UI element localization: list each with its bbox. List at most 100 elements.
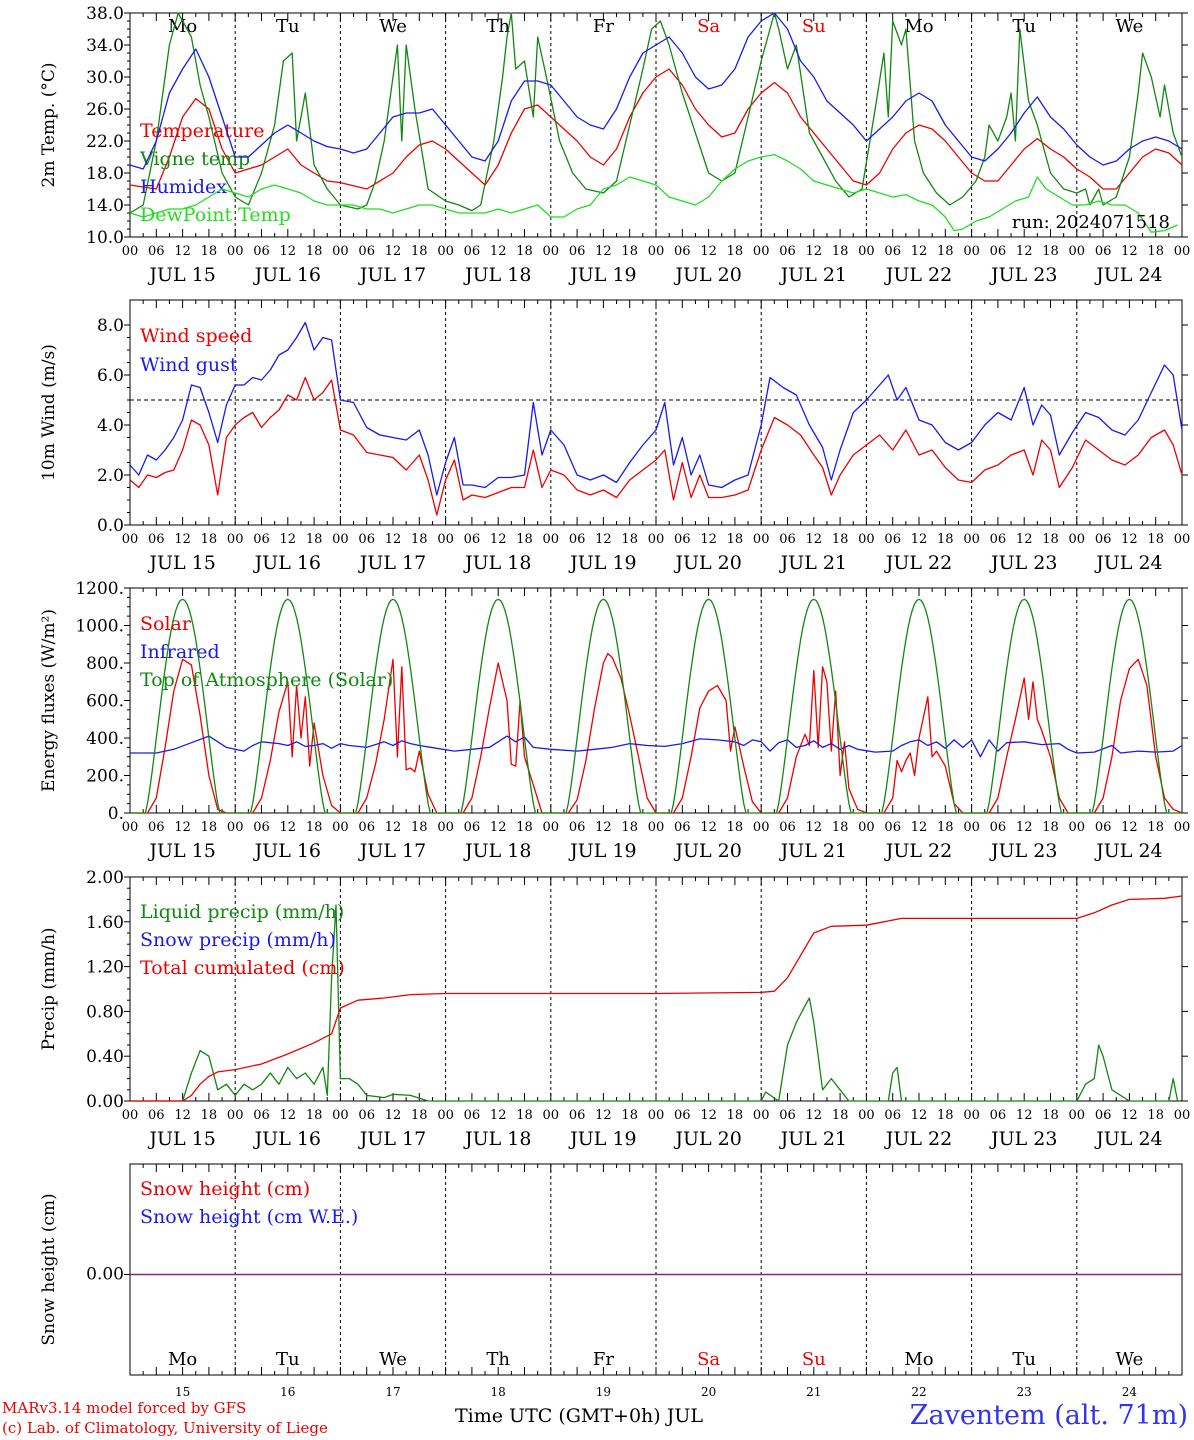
- x-hour-label: 12: [806, 1108, 823, 1123]
- x-date-label: JUL 16: [253, 552, 321, 574]
- x-hour-label: 12: [806, 244, 823, 259]
- x-hour-label: 00: [122, 532, 139, 547]
- x-hour-label: 00: [543, 532, 560, 547]
- legend-entry: DewPoint Temp: [140, 204, 291, 226]
- y-tick-label: 800.: [86, 654, 124, 674]
- x-hour-label: 06: [148, 244, 165, 259]
- x-date-label: JUL 19: [568, 552, 636, 574]
- x-date-label: JUL 23: [989, 1128, 1057, 1150]
- x-date-label: JUL 21: [779, 552, 847, 574]
- x-hour-label: 00: [858, 1108, 875, 1123]
- weekday-label: Sa: [697, 1349, 720, 1370]
- panel-4: 0.00 0.40 0.80 1.20 1.60 2.00 Precip (mm/h) 00 0…: [39, 868, 1190, 1150]
- x-date-label: JUL 15: [147, 840, 215, 862]
- y-tick-label: 1.60: [86, 913, 124, 933]
- x-hour-label: 18: [516, 820, 533, 835]
- x-hour-label: 06: [779, 1108, 796, 1123]
- x-hour-label: 06: [253, 1108, 270, 1123]
- panel-2: 0.0 2.0 4.0 6.0 8.0 10m Wind (m/s) 00 06 12 18 JUL…: [39, 299, 1191, 574]
- x-date-label: JUL 17: [358, 264, 426, 286]
- day-number-label: 21: [806, 1385, 821, 1399]
- x-hour-label: 00: [648, 532, 665, 547]
- legend-entry: Snow height (cm W.E.): [140, 1206, 358, 1228]
- x-hour-label: 00: [332, 1108, 349, 1123]
- weekday-label: We: [1116, 1349, 1144, 1370]
- panel-1: 10.0 14.0 18.0 22.0 26.0 30.0 34.0 38.0 2m Temp.…: [39, 4, 1190, 286]
- x-hour-label: 00: [332, 820, 349, 835]
- x-hour-label: 00: [227, 1108, 244, 1123]
- x-hour-label: 12: [174, 1108, 191, 1123]
- day-number-label: 15: [175, 1385, 190, 1399]
- x-hour-label: 00: [1069, 244, 1086, 259]
- x-hour-label: 00: [1174, 1108, 1191, 1123]
- x-hour-label: 06: [779, 820, 796, 835]
- x-hour-label: 00: [753, 1108, 770, 1123]
- day-number-label: 19: [596, 1385, 611, 1399]
- weekday-label: Mo: [168, 1349, 197, 1370]
- x-hour-label: 18: [621, 532, 638, 547]
- x-date-label: JUL 21: [779, 840, 847, 862]
- series-line-wind-speed: [129, 376, 1183, 516]
- x-hour-label: 06: [674, 820, 691, 835]
- x-hour-label: 06: [358, 1108, 375, 1123]
- x-hour-label: 00: [227, 532, 244, 547]
- x-hour-label: 00: [963, 532, 980, 547]
- x-hour-label: 18: [832, 820, 849, 835]
- day-number-label: 18: [491, 1385, 506, 1399]
- x-hour-label: 12: [911, 1108, 928, 1123]
- weekday-label: Mo: [904, 1349, 933, 1370]
- x-date-label: JUL 23: [989, 552, 1057, 574]
- x-hour-label: 18: [516, 1108, 533, 1123]
- y-tick-label: 6.0: [97, 366, 124, 386]
- x-hour-label: 18: [1042, 532, 1059, 547]
- x-hour-label: 06: [674, 1108, 691, 1123]
- y-tick-label: 30.0: [86, 68, 124, 88]
- x-hour-label: 00: [648, 820, 665, 835]
- x-hour-label: 12: [1121, 532, 1138, 547]
- x-hour-label: 00: [753, 532, 770, 547]
- series-line-dewpoint-temp: [129, 153, 1178, 233]
- x-hour-label: 12: [595, 820, 612, 835]
- x-hour-label: 00: [1069, 820, 1086, 835]
- x-date-label: JUL 20: [673, 1128, 741, 1150]
- x-hour-label: 18: [306, 820, 323, 835]
- y-tick-label: 1.20: [86, 958, 124, 978]
- x-hour-label: 00: [1174, 532, 1191, 547]
- x-hour-label: 18: [516, 532, 533, 547]
- legend-entry: Temperature: [140, 120, 264, 142]
- x-hour-label: 12: [280, 532, 297, 547]
- y-tick-label: 200.: [86, 767, 124, 787]
- x-hour-label: 12: [1121, 1108, 1138, 1123]
- x-date-label: JUL 22: [884, 552, 952, 574]
- panel-5: 0.00 Snow height (cm) Mo 15 Tu 16 We 17 Th 18 Fr 19…: [39, 1163, 1183, 1399]
- x-hour-label: 18: [937, 244, 954, 259]
- x-date-label: JUL 21: [779, 264, 847, 286]
- x-hour-label: 12: [490, 1108, 507, 1123]
- x-date-label: JUL 16: [253, 840, 321, 862]
- weekday-label: Tu: [1012, 1349, 1036, 1370]
- x-hour-label: 06: [358, 532, 375, 547]
- y-tick-label: 10.0: [86, 228, 124, 248]
- x-hour-label: 12: [385, 244, 402, 259]
- x-hour-label: 06: [1095, 244, 1112, 259]
- weekday-label: Sa: [697, 16, 720, 37]
- x-hour-label: 18: [306, 532, 323, 547]
- x-hour-label: 00: [963, 1108, 980, 1123]
- x-hour-label: 12: [490, 820, 507, 835]
- model-credit-line2: (c) Lab. of Climatology, University of L…: [2, 1419, 328, 1437]
- x-hour-label: 00: [122, 1108, 139, 1123]
- x-hour-label: 00: [437, 820, 454, 835]
- x-hour-label: 06: [464, 244, 481, 259]
- weekday-label: We: [379, 16, 407, 37]
- x-hour-label: 06: [884, 1108, 901, 1123]
- x-hour-label: 06: [569, 1108, 586, 1123]
- x-hour-label: 06: [1095, 820, 1112, 835]
- x-hour-label: 00: [1069, 1108, 1086, 1123]
- x-hour-label: 12: [174, 532, 191, 547]
- x-date-label: JUL 19: [568, 1128, 636, 1150]
- y-tick-label: 0.40: [86, 1047, 124, 1067]
- x-hour-label: 12: [385, 1108, 402, 1123]
- legend-entry: Snow height (cm): [140, 1178, 310, 1200]
- x-hour-label: 06: [148, 1108, 165, 1123]
- x-hour-label: 18: [832, 532, 849, 547]
